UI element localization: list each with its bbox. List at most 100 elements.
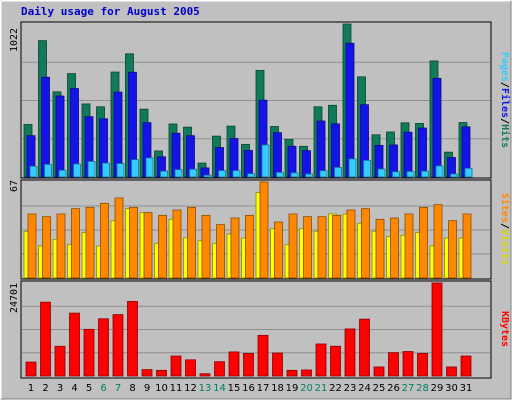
bar-kbytes-17 xyxy=(257,334,269,377)
bar-sites-22 xyxy=(332,214,341,279)
bar-kbytes-2 xyxy=(40,301,51,377)
bar-kbytes-23 xyxy=(344,328,356,377)
bar-pages-11 xyxy=(174,169,183,178)
x-tick-label: 11 xyxy=(170,383,183,394)
bar-kbytes-4 xyxy=(69,312,80,377)
bar-pages-29 xyxy=(435,165,444,178)
bar-sites-21 xyxy=(317,216,327,279)
x-tick-label: 5 xyxy=(86,383,92,394)
bar-sites-9 xyxy=(143,212,153,279)
bar-kbytes-30 xyxy=(446,366,457,377)
bar-kbytes-21 xyxy=(315,343,327,377)
legend-sep: / xyxy=(499,118,510,124)
x-tick-label: 13 xyxy=(199,383,212,394)
x-tick-label: 1 xyxy=(28,383,34,394)
bar-files-28 xyxy=(418,127,427,178)
bar-pages-15 xyxy=(232,170,241,178)
bar-pages-12 xyxy=(189,168,197,178)
y-max-middle: 67 xyxy=(9,180,20,192)
bar-kbytes-13 xyxy=(199,373,211,377)
bar-kbytes-16 xyxy=(243,353,254,377)
bar-sites-28 xyxy=(419,206,428,279)
bar-kbytes-7 xyxy=(112,314,124,377)
bar-sites-27 xyxy=(404,213,414,279)
bar-sites-31 xyxy=(462,213,472,279)
bar-sites-10 xyxy=(158,214,167,279)
bar-pages-20 xyxy=(305,173,313,178)
legend-visits: Visits xyxy=(499,229,511,265)
bar-pages-8 xyxy=(131,159,139,178)
x-tick-label: 20 xyxy=(300,383,313,394)
bar-kbytes-28 xyxy=(417,353,428,377)
bar-kbytes-11 xyxy=(170,355,182,377)
x-tick-label: 16 xyxy=(242,383,255,394)
bar-pages-27 xyxy=(406,171,415,178)
legend-kbytes: KBytes xyxy=(499,311,510,347)
bar-pages-14 xyxy=(218,170,226,178)
bar-sites-3 xyxy=(56,213,66,279)
bar-sites-5 xyxy=(85,206,95,279)
bar-kbytes-20 xyxy=(301,369,312,377)
x-tick-label: 24 xyxy=(358,383,371,394)
bar-files-19 xyxy=(287,145,297,178)
bars-layer xyxy=(23,23,473,377)
bar-sites-11 xyxy=(172,209,182,279)
bar-kbytes-24 xyxy=(359,318,370,377)
bar-sites-30 xyxy=(448,220,457,279)
x-tick-label: 4 xyxy=(71,383,77,394)
bar-kbytes-12 xyxy=(185,359,196,377)
bar-files-18 xyxy=(273,132,282,178)
bar-sites-2 xyxy=(42,216,51,279)
bar-kbytes-10 xyxy=(156,369,167,377)
x-tick-label: 17 xyxy=(257,383,270,394)
bar-sites-1 xyxy=(27,213,37,279)
bar-sites-20 xyxy=(303,216,312,279)
x-tick-label: 9 xyxy=(144,383,150,394)
bar-pages-18 xyxy=(276,171,284,178)
bar-kbytes-22 xyxy=(330,345,341,377)
y-max-top: 1022 xyxy=(9,28,20,52)
legend-hits: Hits xyxy=(499,124,511,148)
bar-files-23 xyxy=(345,42,355,178)
bar-pages-31 xyxy=(464,167,473,178)
bar-sites-6 xyxy=(100,202,109,279)
x-tick-label: 21 xyxy=(315,383,328,394)
bar-pages-16 xyxy=(247,173,255,178)
legend-pages: Pages xyxy=(499,52,510,82)
bar-pages-26 xyxy=(392,171,400,178)
bar-sites-17 xyxy=(259,181,269,279)
bar-files-27 xyxy=(403,131,413,178)
legend-files: Files xyxy=(499,88,511,118)
bar-pages-3 xyxy=(58,169,67,178)
bar-pages-9 xyxy=(145,157,154,178)
x-tick-label: 7 xyxy=(115,383,121,394)
bar-pages-5 xyxy=(87,161,96,178)
bar-sites-25 xyxy=(375,218,385,279)
x-tick-label: 19 xyxy=(286,383,299,394)
x-tick-label: 25 xyxy=(373,383,386,394)
x-tick-label: 29 xyxy=(431,383,444,394)
bar-kbytes-18 xyxy=(272,352,283,377)
x-tick-label: 18 xyxy=(271,383,284,394)
x-tick-label: 10 xyxy=(155,383,168,394)
bar-pages-25 xyxy=(377,168,386,178)
bar-kbytes-9 xyxy=(141,369,153,377)
bar-sites-16 xyxy=(245,214,254,279)
bar-sites-15 xyxy=(230,217,240,279)
bar-files-20 xyxy=(302,150,311,178)
x-tick-label: 12 xyxy=(184,383,197,394)
x-tick-label: 6 xyxy=(100,383,106,394)
legend-sep: / xyxy=(499,223,510,229)
bar-pages-21 xyxy=(319,170,328,178)
y-max-bottom: 24701 xyxy=(9,283,20,313)
bar-kbytes-19 xyxy=(286,369,298,377)
legend-bottom: KBytes xyxy=(499,311,510,347)
bar-kbytes-6 xyxy=(98,318,109,377)
bar-kbytes-15 xyxy=(228,351,240,377)
x-tick-label: 3 xyxy=(57,383,63,394)
bar-kbytes-1 xyxy=(25,361,37,377)
bar-kbytes-25 xyxy=(373,366,385,377)
bar-pages-17 xyxy=(261,144,270,178)
chart-title: Daily usage for August 2005 xyxy=(21,5,200,18)
